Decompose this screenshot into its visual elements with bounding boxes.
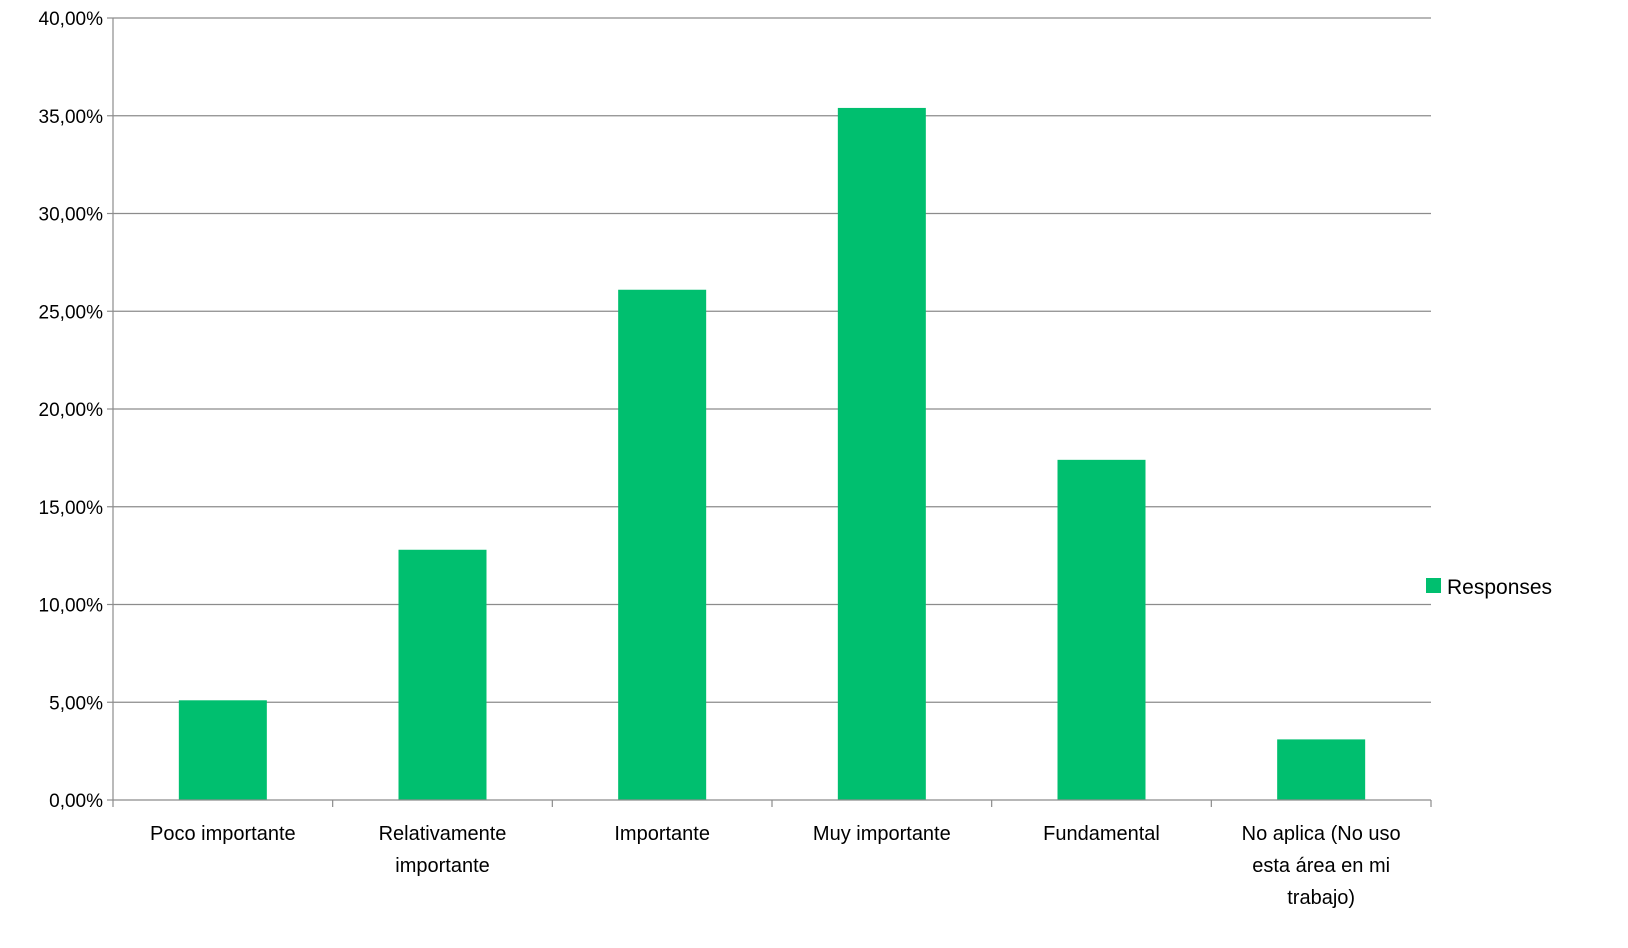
y-tick-labels: 0,00% 5,00% 10,00% 15,00% 20,00% 25,00% 30,00%… [39, 9, 104, 812]
y-tick-label: 30,00% [39, 205, 104, 226]
bar-3 [837, 107, 926, 801]
bar-0 [178, 700, 267, 800]
legend-label: Responses [1447, 576, 1552, 599]
y-tick-label: 20,00% [39, 400, 104, 421]
x-tick-label: Muy importante [813, 823, 951, 845]
y-tick-label: 25,00% [39, 302, 104, 323]
x-tick-label-line: Poco importante [150, 823, 296, 845]
x-tick-label: Poco importante [150, 823, 296, 845]
y-tick-label: 35,00% [39, 107, 104, 128]
y-tick-label: 15,00% [39, 498, 104, 519]
bar-2 [618, 289, 707, 800]
x-tick-label: Importante [614, 823, 710, 845]
y-tick-label: 10,00% [39, 596, 104, 617]
legend-swatch [1426, 578, 1441, 593]
y-tick-label: 0,00% [49, 791, 103, 812]
x-tick-label-line: trabajo) [1287, 887, 1355, 909]
bar-5 [1277, 739, 1366, 800]
x-tick-label-line: Muy importante [813, 823, 951, 845]
gridlines [113, 17, 1431, 703]
x-tick-label-line: Relativamente [379, 823, 507, 845]
x-tick-label-line: No aplica (No uso [1242, 823, 1401, 845]
bar-1 [398, 549, 487, 800]
x-tick-label-line: esta área en mi [1252, 855, 1390, 877]
x-tick-label-line: importante [395, 855, 490, 877]
bar-4 [1057, 459, 1146, 800]
axes [107, 17, 1432, 807]
y-tick-label: 40,00% [39, 9, 104, 30]
x-tick-labels: Poco importante Relativamente importante Im… [150, 823, 1401, 909]
x-tick-label-line: Importante [614, 823, 710, 845]
bars [178, 107, 1366, 801]
y-tick-label: 5,00% [49, 693, 103, 714]
x-tick-label-line: Fundamental [1043, 823, 1160, 845]
x-tick-label: No aplica (No uso esta área en mi trabajo) [1242, 823, 1401, 909]
x-tick-label: Relativamente importante [379, 823, 507, 877]
x-tick-label: Fundamental [1043, 823, 1160, 845]
legend: Responses [1426, 576, 1552, 599]
